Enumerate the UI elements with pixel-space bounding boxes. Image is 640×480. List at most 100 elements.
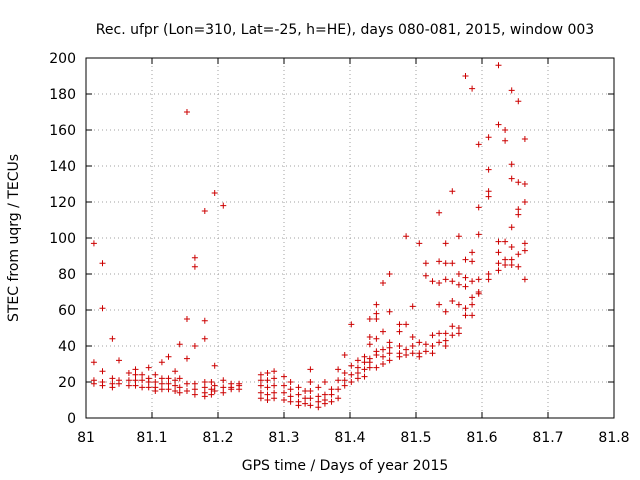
plot-frame [85,57,615,419]
data-point [132,366,139,373]
data-point [508,262,515,268]
data-point [436,301,443,308]
data-point [341,352,348,358]
data-point [208,386,215,393]
data-point [307,402,314,409]
data-point [502,127,509,133]
data-point [328,398,335,405]
data-point [145,364,152,371]
data-point [328,391,335,398]
data-point [455,325,462,331]
data-point [462,283,469,290]
data-point [436,258,443,265]
y-tick-label: 80 [58,267,76,283]
x-tick-label: 81 [77,430,95,446]
data-point [220,389,227,396]
data-point [183,316,190,322]
y-tick-label: 100 [49,231,76,247]
data-point [442,276,449,283]
data-point [328,386,335,393]
data-point [361,359,368,366]
data-point [403,321,410,328]
data-point [508,256,515,263]
data-point [165,353,172,360]
data-point [139,371,146,378]
data-point [380,280,386,286]
data-point [201,384,208,391]
data-point [449,323,456,330]
data-point [287,398,294,405]
data-point [403,346,410,353]
data-point [109,335,116,342]
data-point [109,384,116,391]
data-point [99,305,106,312]
data-point [191,263,198,270]
data-point [354,370,361,376]
data-point [521,276,528,283]
data-point [257,395,264,402]
data-point [442,260,449,267]
data-point [502,262,509,268]
data-point [380,353,386,360]
data-point [515,251,522,258]
data-point [403,233,410,240]
data-point [469,85,476,92]
data-point [257,371,264,378]
data-point [295,391,302,398]
data-point [139,377,146,384]
data-point [335,377,342,384]
data-point [236,386,243,393]
data-point [191,386,198,393]
data-point [307,366,314,373]
data-point [508,244,515,250]
data-point [281,389,287,396]
x-tick-label: 81.2 [202,430,233,446]
data-point [183,388,190,394]
data-point [436,339,443,346]
data-point [442,330,449,337]
data-point [109,375,116,382]
y-tick-label: 200 [49,51,76,67]
data-point [341,377,348,384]
data-point [361,353,368,360]
data-point [152,371,159,378]
data-point [271,395,278,402]
data-point [449,278,456,285]
data-point [220,384,227,391]
data-point [469,258,476,265]
data-point [515,263,522,270]
data-point [264,377,271,384]
data-point [264,397,271,403]
data-point [165,386,172,393]
data-point [469,278,476,285]
data-point [145,379,152,385]
y-tick-label: 20 [58,375,76,391]
data-point [341,370,348,376]
data-point [508,87,515,94]
y-tick-label: 0 [67,411,76,427]
data-point [515,206,522,213]
x-tick-labels: 81 81.1 81.2 81.3 81.4 81.5 81.6 81.7 81.8 [77,430,630,446]
data-point [442,343,449,349]
data-point [469,249,476,256]
data-point [201,317,208,324]
data-point [158,375,165,382]
chart-title: Rec. ufpr (Lon=310, Lat=-25, h=HE), days… [96,22,594,38]
data-point [475,289,482,295]
data-point [321,400,328,407]
data-point [281,397,287,403]
data-point [515,211,522,218]
data-point [165,380,172,387]
data-point [409,303,416,310]
data-point [264,370,271,376]
data-point [172,368,179,375]
data-point [455,281,462,288]
x-tick-label: 81.6 [466,430,497,446]
data-point [220,202,227,209]
data-point [348,371,355,378]
y-tick-label: 40 [58,339,76,355]
data-point [386,357,393,364]
data-point [462,73,469,79]
data-point [201,335,208,342]
data-point [99,260,106,267]
